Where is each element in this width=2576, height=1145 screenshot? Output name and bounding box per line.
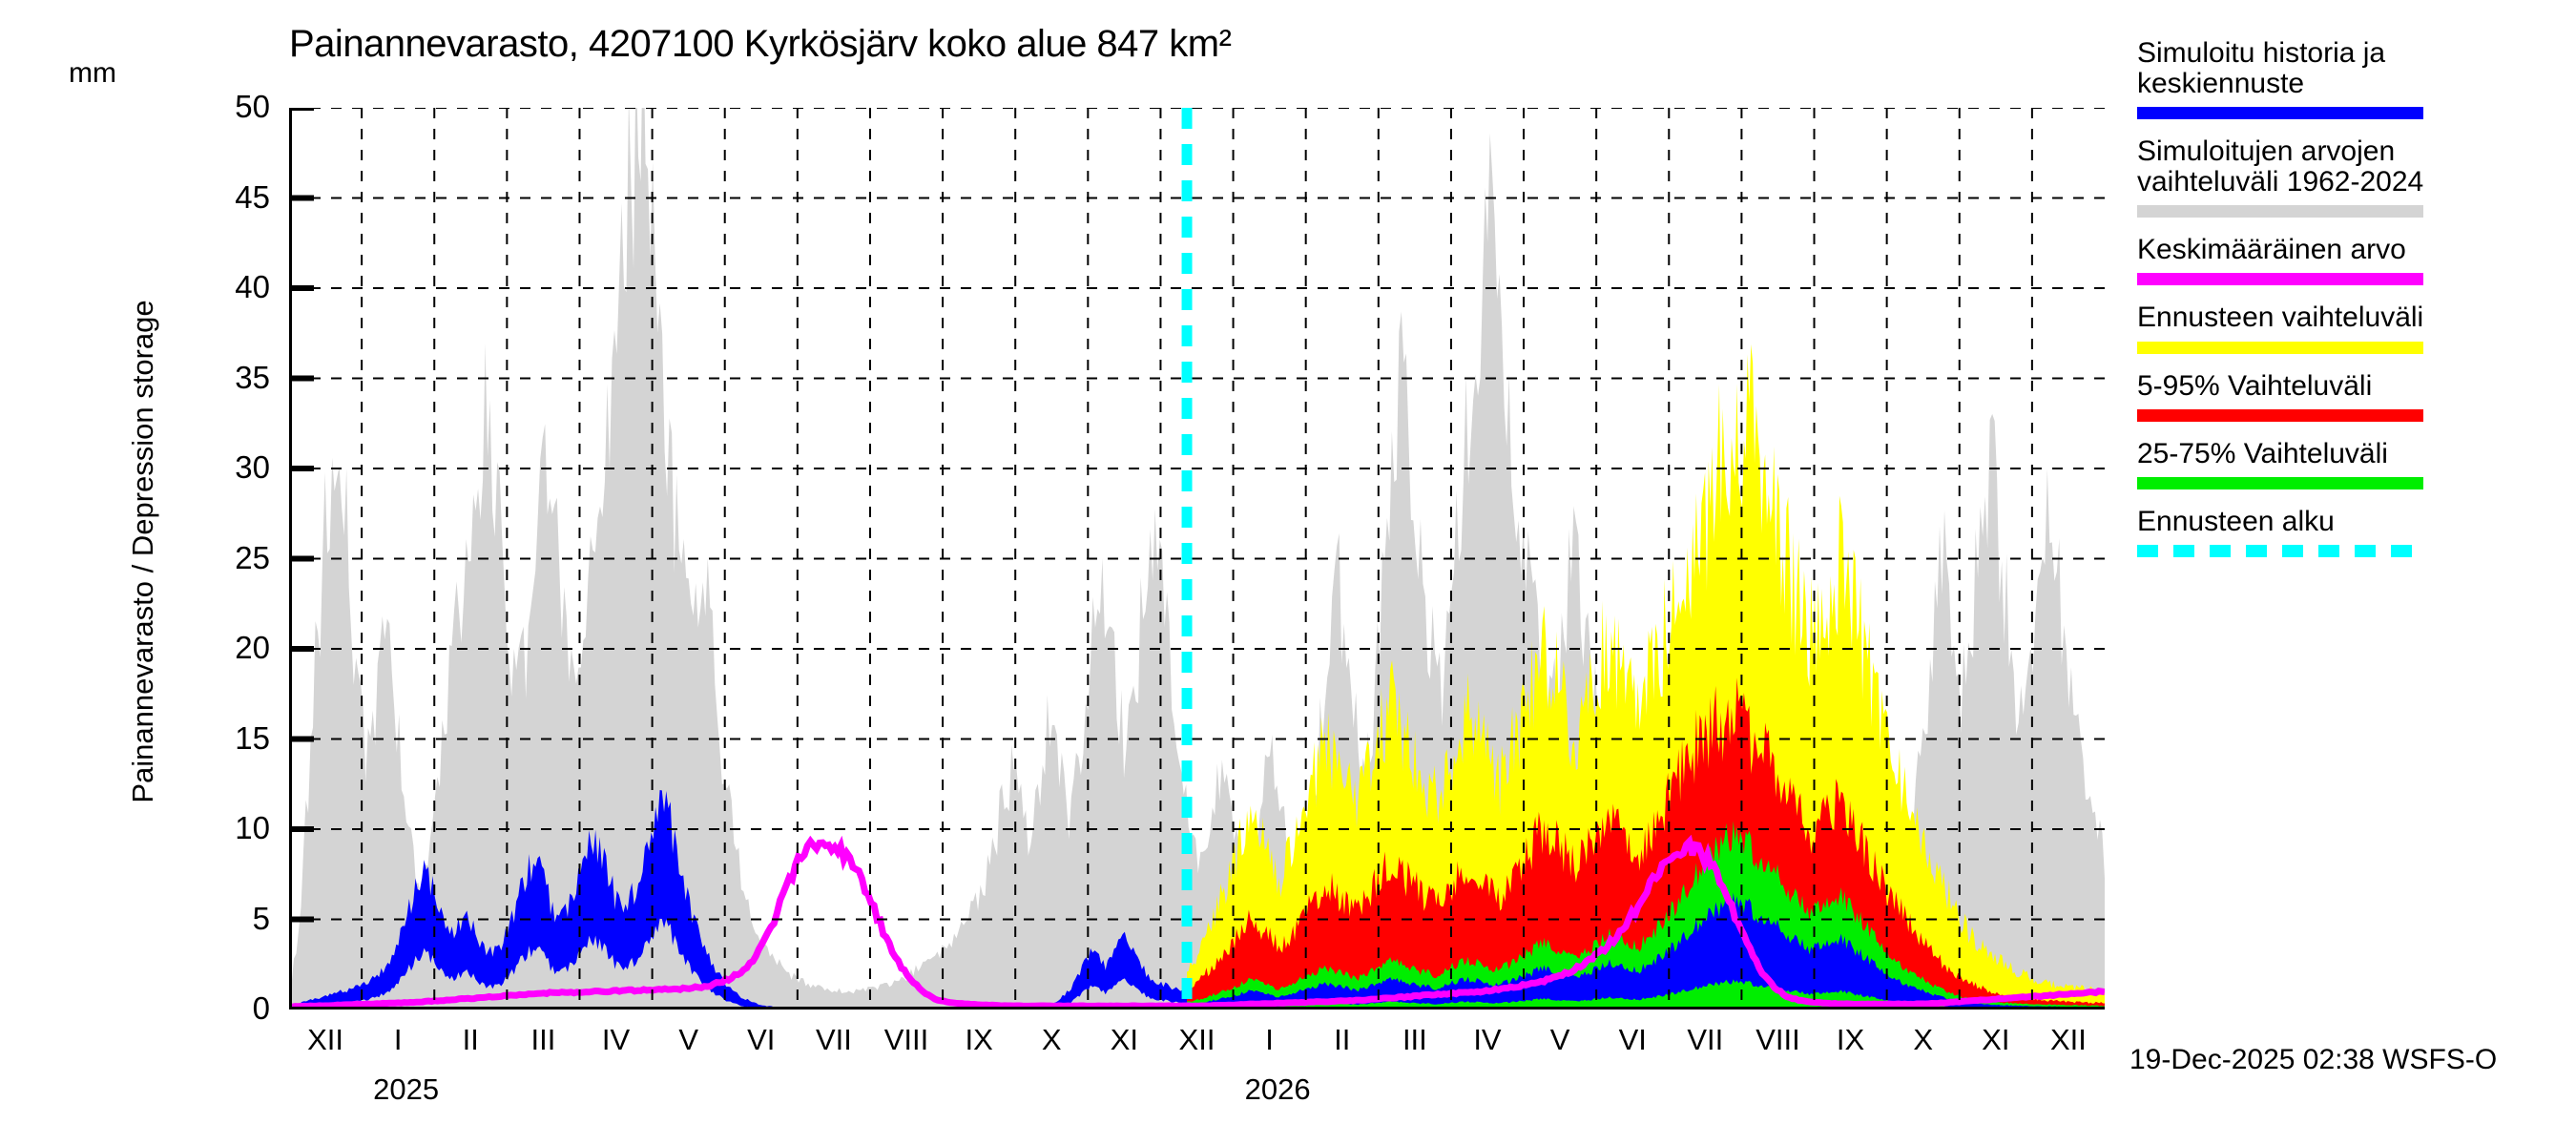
- legend-item-label: 25-75% Vaihteluväli: [2137, 437, 2388, 469]
- band-swatch: [2137, 408, 2423, 422]
- x-tick-month: IV: [601, 1023, 631, 1056]
- x-tick-month: XII: [2049, 1023, 2087, 1056]
- chart-svg: [286, 8, 2107, 1030]
- line-swatch: [2137, 107, 2423, 120]
- band-swatch: [2137, 205, 2423, 219]
- x-tick-month: X: [1913, 1023, 1934, 1056]
- legend-item-label: Keskimääräinen arvo: [2137, 234, 2406, 266]
- x-tick-month: III: [530, 1023, 556, 1056]
- y-tick-label: 50: [235, 89, 270, 124]
- forecast-range-band-yellow: [1187, 344, 2105, 1010]
- x-tick-month: I: [1265, 1023, 1274, 1056]
- x-tick-month: IX: [965, 1023, 993, 1056]
- legend-item[interactable]: 5-95% Vaihteluväli: [2137, 369, 2566, 422]
- x-tick-month: XI: [1982, 1023, 2010, 1056]
- y-tick-label: 25: [235, 539, 270, 575]
- x-tick-month: IV: [1473, 1023, 1502, 1056]
- y-tick-label: 5: [252, 900, 270, 936]
- y-axis-unit: mm: [69, 57, 116, 89]
- x-tick-month: V: [678, 1023, 698, 1056]
- x-tick-month: III: [1402, 1023, 1427, 1056]
- y-axis-ticks: 0 5 10 15 20 25 30 35 40 45 50: [156, 89, 270, 1026]
- footer-timestamp: 19-Dec-2025 02:38 WSFS-O: [2129, 1044, 2498, 1075]
- percentile-5-95-band-red: [1187, 677, 2105, 1010]
- legend-item[interactable]: Simuloitujen arvojen vaihteluväli 1962-2…: [2137, 135, 2566, 219]
- legend-item-label: Simuloitujen arvojen vaihteluväli 1962-2…: [2137, 135, 2424, 198]
- x-tick-month: VI: [747, 1023, 776, 1056]
- legend-item[interactable]: Keskimääräinen arvo: [2137, 234, 2566, 286]
- band-swatch: [2137, 476, 2423, 489]
- x-axis-year-label: 2026: [1244, 1072, 1311, 1106]
- plot-area[interactable]: [286, 8, 2107, 1030]
- x-tick-month: VII: [1687, 1023, 1724, 1056]
- y-tick-label: 0: [252, 990, 270, 1026]
- y-tick-label: 10: [235, 810, 270, 845]
- page-title: Painannevarasto, 4207100 Kyrkösjärv koko…: [289, 23, 1232, 65]
- x-tick-month: V: [1549, 1023, 1570, 1056]
- x-tick-month: XI: [1110, 1023, 1139, 1056]
- x-tick-month: II: [1334, 1023, 1351, 1056]
- legend-item[interactable]: 25-75% Vaihteluväli: [2137, 437, 2566, 489]
- y-tick-label: 30: [235, 449, 270, 485]
- x-tick-month: VII: [815, 1023, 852, 1056]
- x-tick-month: VIII: [883, 1023, 929, 1056]
- legend-item-label: Simuloitu historia ja keskiennuste: [2137, 37, 2386, 100]
- y-tick-label: 20: [235, 630, 270, 665]
- y-tick-label: 35: [235, 359, 270, 395]
- y-tick-label: 45: [235, 178, 270, 215]
- percentile-25-75-band-green: [1187, 821, 2105, 1010]
- simulated-history-band-blue: [289, 789, 1188, 1010]
- x-tick-month: X: [1041, 1023, 1062, 1056]
- x-tick-month: II: [462, 1023, 479, 1056]
- dashed-line-swatch: [2137, 544, 2423, 557]
- legend-item-label: 5-95% Vaihteluväli: [2137, 369, 2373, 402]
- x-axis-labels: XII I II III IV V VI VII VIII IX X XI XII I II III IV V VI…: [289, 1017, 2105, 1106]
- legend-item[interactable]: Simuloitu historia ja keskiennuste: [2137, 37, 2566, 120]
- forecast-mean-band-blue: [1187, 892, 2105, 1010]
- x-axis-year-label: 2025: [373, 1072, 440, 1106]
- band-swatch: [2137, 341, 2423, 354]
- x-tick-month: I: [393, 1023, 403, 1056]
- line-swatch: [2137, 273, 2423, 286]
- chart-legend: Simuloitu historia ja keskiennuste Simulo…: [2137, 37, 2566, 574]
- y-tick-label: 15: [235, 719, 270, 756]
- x-tick-month: XII: [307, 1023, 343, 1056]
- x-tick-month: XII: [1178, 1023, 1215, 1056]
- legend-item-label: Ennusteen vaihteluväli: [2137, 302, 2424, 334]
- x-tick-month: IX: [1836, 1023, 1865, 1056]
- legend-item[interactable]: Ennusteen vaihteluväli: [2137, 302, 2566, 354]
- mean-value-line-magenta: [288, 834, 2106, 1010]
- legend-item[interactable]: Ennusteen alku: [2137, 505, 2566, 557]
- x-tick-month: VI: [1618, 1023, 1647, 1056]
- legend-item-label: Ennusteen alku: [2137, 505, 2335, 537]
- x-tick-month: VIII: [1755, 1023, 1800, 1056]
- y-tick-label: 40: [235, 269, 270, 304]
